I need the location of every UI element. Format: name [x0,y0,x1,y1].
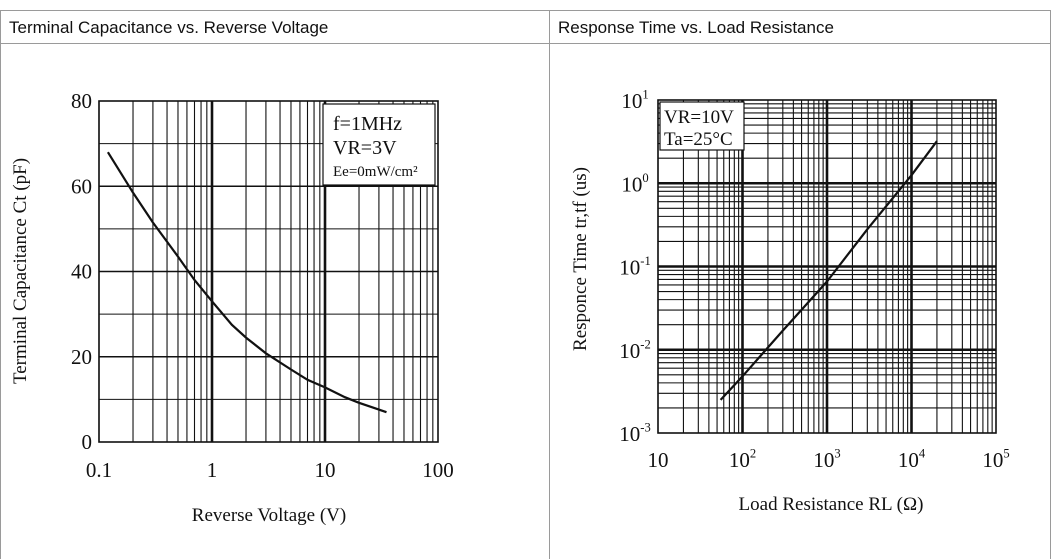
x-axis-title: Reverse Voltage (V) [192,505,346,526]
x-tick-label: 103 [813,447,840,472]
x-tick-label: 10 [648,448,669,472]
x-tick-label: 102 [729,447,756,472]
condition-frequency: f=1MHz [333,113,402,135]
y-tick-label: 0 [82,430,93,454]
plot-frame [98,100,439,443]
y-tick-label: 100 [621,171,648,196]
conditions-box [659,101,745,151]
y-tick-label: 40 [71,260,92,284]
x-tick-label: 10 [315,458,336,482]
x-tick-label: 100 [422,458,454,482]
y-tick-label: 60 [71,174,92,198]
response-time-panel: Response Time vs. Load Resistance VR=10V… [549,10,1051,559]
condition-temperature: Ta=25°C [664,129,733,150]
y-tick-label: 20 [71,345,92,369]
response-time-curve [719,140,938,401]
y-tick-label: 80 [71,89,92,113]
capacitance-panel: Terminal Capacitance vs. Reverse Voltage… [0,10,550,559]
y-tick-label: 10-2 [619,337,651,362]
x-axis-title: Load Resistance RL (Ω) [739,494,924,515]
condition-irradiance: Ee=0mW/cm² [333,164,418,180]
response-time-panel-title: Response Time vs. Load Resistance [550,11,1050,44]
conditions-box [322,103,436,186]
response-time-grid [657,100,996,434]
y-axis-title: Terminal Capacitance Ct (pF) [10,158,31,384]
y-axis-title: Responce Time tr,tf (us) [570,167,591,351]
condition-bias: VR=10V [664,107,734,128]
condition-bias: VR=3V [333,137,397,159]
y-tick-label: 10-1 [619,254,651,279]
y-tick-label: 101 [621,88,648,113]
capacitance-grid [98,101,438,442]
x-tick-label: 105 [982,447,1009,472]
y-tick-label: 10-3 [619,421,651,446]
x-tick-label: 1 [207,458,218,482]
plot-frame [657,99,997,434]
capacitance-curve [106,151,387,414]
x-tick-label: 0.1 [86,458,112,482]
x-tick-label: 104 [898,447,926,472]
capacitance-panel-title: Terminal Capacitance vs. Reverse Voltage [1,11,549,44]
